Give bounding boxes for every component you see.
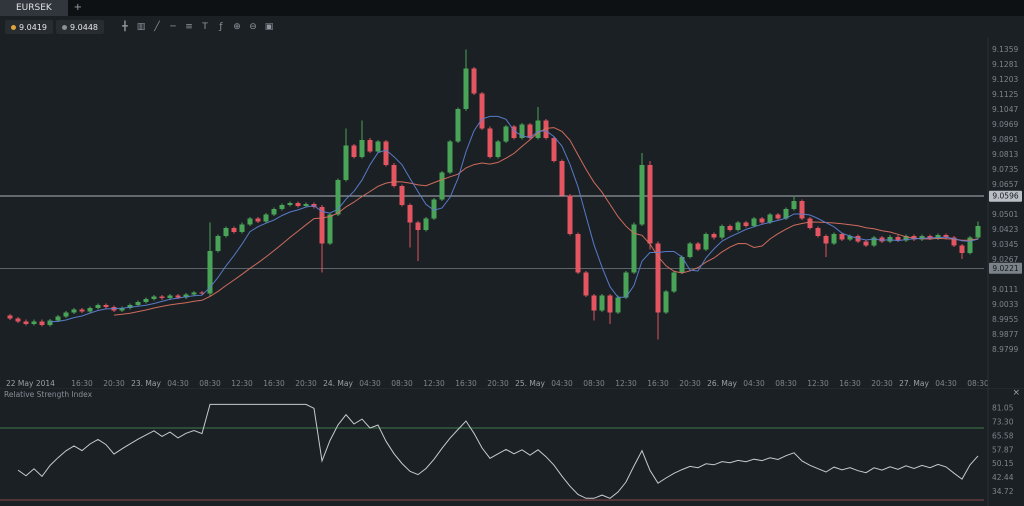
close-icon[interactable]: × [1012, 388, 1020, 398]
fibonacci-icon[interactable]: ≡ [185, 22, 193, 32]
svg-text:9.0735: 9.0735 [992, 165, 1018, 174]
svg-text:04:30: 04:30 [167, 379, 189, 388]
rsi-panel: Relative Strength Index × 81.05 73.30 65.5… [0, 388, 1024, 506]
svg-text:08:30: 08:30 [967, 379, 989, 388]
svg-text:26. May: 26. May [707, 379, 737, 388]
ask-dot-icon [62, 24, 67, 30]
svg-text:9.0267: 9.0267 [992, 255, 1018, 264]
svg-text:50.15: 50.15 [992, 459, 1014, 468]
new-chart-tab-button[interactable]: + [73, 2, 83, 13]
svg-text:12:30: 12:30 [231, 379, 253, 388]
svg-text:23. May: 23. May [131, 379, 161, 388]
svg-text:9.0501: 9.0501 [992, 210, 1018, 219]
svg-text:24. May: 24. May [323, 379, 353, 388]
svg-text:9.0969: 9.0969 [992, 120, 1018, 129]
zoom-in-icon[interactable]: ⊕ [233, 22, 241, 32]
svg-text:9.0345: 9.0345 [992, 240, 1018, 249]
svg-text:57.87: 57.87 [992, 445, 1014, 454]
trend-line-icon[interactable]: ╱ [154, 22, 160, 32]
svg-text:25. May: 25. May [515, 379, 545, 388]
svg-text:42.44: 42.44 [992, 473, 1014, 482]
svg-text:9.1047: 9.1047 [992, 105, 1018, 114]
svg-text:04:30: 04:30 [743, 379, 765, 388]
zoom-out-icon[interactable]: ⊖ [249, 22, 257, 32]
chart-tab-bar: EURSEK + [0, 0, 1024, 16]
svg-text:81.05: 81.05 [992, 403, 1014, 412]
text-tool-icon[interactable]: T [202, 22, 208, 32]
svg-text:16:30: 16:30 [839, 379, 861, 388]
price-chart[interactable]: 9.1359 9.1281 9.1203 9.1125 9.1047 9.0969 9.08… [0, 38, 1024, 388]
svg-text:9.0596: 9.0596 [992, 192, 1018, 201]
svg-text:9.1125: 9.1125 [992, 90, 1018, 99]
svg-text:9.0423: 9.0423 [992, 225, 1018, 234]
svg-text:12:30: 12:30 [423, 379, 445, 388]
svg-text:9.1281: 9.1281 [992, 60, 1018, 69]
svg-text:8.9955: 8.9955 [992, 315, 1018, 324]
svg-text:9.0111: 9.0111 [992, 285, 1018, 294]
ask-price-value: 9.0448 [70, 22, 98, 32]
svg-text:34.72: 34.72 [992, 487, 1014, 496]
svg-text:12:30: 12:30 [615, 379, 637, 388]
snapshot-icon[interactable]: ▣ [264, 22, 274, 32]
svg-text:9.1359: 9.1359 [992, 45, 1018, 54]
svg-text:20:30: 20:30 [871, 379, 893, 388]
price-chart-panel: 9.1359 9.1281 9.1203 9.1125 9.1047 9.0969 9.08… [0, 38, 1024, 388]
bid-price-button[interactable]: 9.0419 [5, 20, 53, 34]
svg-text:04:30: 04:30 [359, 379, 381, 388]
svg-text:12:30: 12:30 [807, 379, 829, 388]
bid-dot-icon [11, 24, 16, 30]
ask-price-button[interactable]: 9.0448 [56, 20, 104, 34]
crosshair-icon[interactable]: ╋ [122, 22, 128, 32]
svg-text:9.0657: 9.0657 [992, 180, 1018, 189]
svg-text:20:30: 20:30 [103, 379, 125, 388]
svg-text:04:30: 04:30 [551, 379, 573, 388]
svg-text:08:30: 08:30 [583, 379, 605, 388]
svg-text:8.9877: 8.9877 [992, 330, 1018, 339]
svg-text:65.58: 65.58 [992, 431, 1014, 440]
svg-text:16:30: 16:30 [263, 379, 285, 388]
svg-text:16:30: 16:30 [71, 379, 93, 388]
svg-text:08:30: 08:30 [775, 379, 797, 388]
bid-price-value: 9.0419 [19, 22, 47, 32]
svg-text:9.0891: 9.0891 [992, 135, 1018, 144]
svg-text:20:30: 20:30 [295, 379, 317, 388]
tab-eursek[interactable]: EURSEK [0, 0, 68, 16]
horizontal-line-icon[interactable]: ─ [170, 22, 176, 32]
svg-text:08:30: 08:30 [391, 379, 413, 388]
svg-text:16:30: 16:30 [455, 379, 477, 388]
svg-text:27. May: 27. May [899, 379, 929, 388]
svg-text:20:30: 20:30 [679, 379, 701, 388]
svg-text:9.0033: 9.0033 [992, 300, 1018, 309]
rsi-chart[interactable]: 81.05 73.30 65.58 57.87 50.15 42.44 34.72 [0, 388, 1024, 506]
rsi-panel-title: Relative Strength Index [4, 390, 93, 399]
svg-text:9.0221: 9.0221 [992, 264, 1018, 273]
svg-text:08:30: 08:30 [199, 379, 221, 388]
svg-text:8.9799: 8.9799 [992, 345, 1018, 354]
svg-text:73.30: 73.30 [992, 417, 1014, 426]
svg-text:16:30: 16:30 [647, 379, 669, 388]
svg-text:22 May 2014: 22 May 2014 [6, 379, 55, 388]
indicators-icon[interactable]: ƒ [219, 22, 223, 32]
svg-text:20:30: 20:30 [487, 379, 509, 388]
svg-text:04:30: 04:30 [935, 379, 957, 388]
chart-type-icon[interactable]: ▥ [136, 22, 146, 32]
svg-text:9.0813: 9.0813 [992, 150, 1018, 159]
svg-text:9.1203: 9.1203 [992, 75, 1018, 84]
